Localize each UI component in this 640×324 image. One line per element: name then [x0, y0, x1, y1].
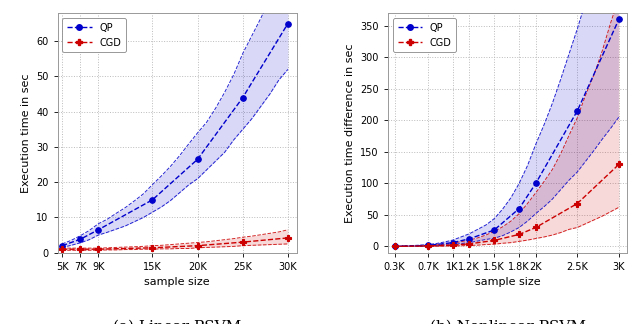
Y-axis label: Execution time difference in sec: Execution time difference in sec: [345, 43, 355, 223]
Legend: QP, CGD: QP, CGD: [63, 18, 126, 52]
Text: (a) Linear PSVM: (a) Linear PSVM: [113, 320, 241, 324]
Y-axis label: Execution time in sec: Execution time in sec: [20, 73, 31, 192]
Legend: QP, CGD: QP, CGD: [393, 18, 456, 52]
Text: (b) Nonlinear PSVM: (b) Nonlinear PSVM: [429, 320, 586, 324]
X-axis label: sample size: sample size: [145, 277, 210, 287]
X-axis label: sample size: sample size: [475, 277, 540, 287]
